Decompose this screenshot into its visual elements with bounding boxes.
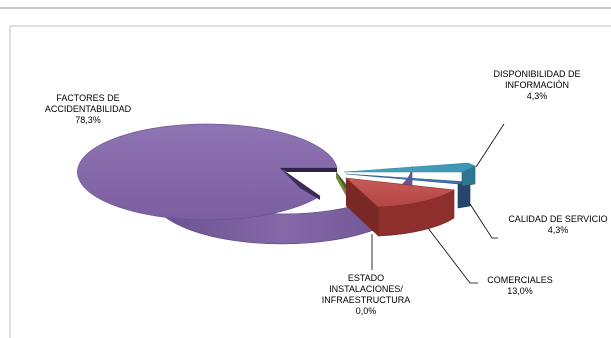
data-label-comerciales: COMERCIALES 13,0% <box>487 275 553 296</box>
data-label-percent: 4,3% <box>527 91 548 101</box>
pie-slice-factores-inner-wall <box>280 168 337 172</box>
data-label-calidad: CALIDAD DE SERVICIO 4,3% <box>508 214 607 235</box>
pie-slice-comerciales-left-wall <box>346 178 378 236</box>
data-label-line: INFORMACIÓN <box>505 80 569 90</box>
data-label-line: CALIDAD DE SERVICIO <box>508 214 607 224</box>
data-label-line: DISPONIBILIDAD DE <box>493 69 580 79</box>
data-label-percent: 13,0% <box>507 286 533 296</box>
pie-slice-comerciales-top <box>345 177 455 208</box>
pie-slice-disponibilidad-top <box>343 162 476 173</box>
data-label-line: COMERCIALES <box>487 275 553 285</box>
leader-line-calidad <box>469 203 498 239</box>
pie-slice-factores <box>77 123 413 245</box>
data-label-line: INSTALACIONES/ <box>329 284 403 294</box>
data-label-percent: 78,3% <box>75 115 101 125</box>
leader-line-disponibilidad <box>475 123 505 168</box>
data-label-line: ACCIDENTABILIDAD <box>45 104 132 114</box>
pie-slice-disponibilidad <box>343 162 476 187</box>
data-label-estado: ESTADO INSTALACIONES/INFRAESTRUCTURA 0,0% <box>322 273 411 316</box>
pie-slice-comerciales <box>345 177 455 237</box>
pie-slice-factores-top <box>77 123 338 221</box>
data-label-percent: 0,0% <box>356 306 377 316</box>
data-label-line: INFRAESTRUCTURA <box>322 295 411 305</box>
data-label-line: ESTADO <box>348 273 384 283</box>
data-label-factores: FACTORES DE ACCIDENTABILIDAD 78,3% <box>45 93 132 125</box>
leader-line-comerciales <box>427 227 478 284</box>
pie-slice-factores-inner-wall-2 <box>280 168 320 200</box>
data-label-disponibilidad: DISPONIBILIDAD DE INFORMACIÓN 4,3% <box>493 69 580 101</box>
data-label-percent: 4,3% <box>548 225 569 235</box>
data-label-line: FACTORES DE <box>56 93 119 103</box>
